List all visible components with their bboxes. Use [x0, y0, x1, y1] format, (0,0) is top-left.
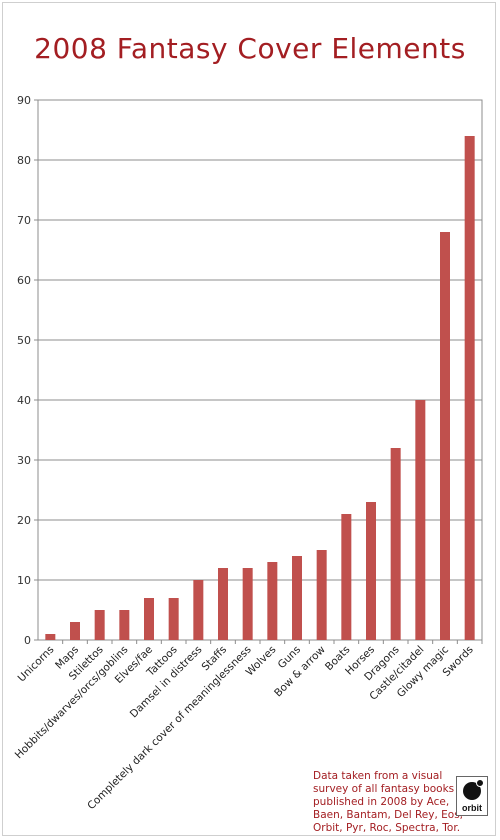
bar: [70, 622, 80, 640]
bar: [390, 448, 401, 640]
bar: [292, 556, 302, 640]
chart-title: 2008 Fantasy Cover Elements: [34, 32, 466, 65]
y-tick-label: 70: [17, 214, 31, 227]
bar: [316, 550, 327, 640]
y-tick-label: 20: [17, 514, 31, 527]
bar: [218, 568, 228, 640]
y-tick-label: 90: [17, 94, 31, 107]
y-tick-label: 30: [17, 454, 31, 467]
y-tick-label: 60: [17, 274, 31, 287]
bar: [415, 400, 426, 640]
orbit-logo-text: orbit: [462, 803, 482, 813]
orbit-logo: orbit: [456, 776, 488, 816]
orbit-logo-icon: [463, 779, 484, 800]
bar: [440, 232, 450, 640]
source-footnote: Data taken from a visual survey of all f…: [313, 770, 464, 834]
bar: [193, 580, 204, 640]
bar: [464, 136, 475, 640]
bar: [168, 598, 179, 640]
bar: [144, 598, 154, 640]
bar: [94, 610, 105, 640]
bar: [242, 568, 253, 640]
y-tick-label: 50: [17, 334, 31, 347]
bar: [366, 502, 376, 640]
y-tick-label: 10: [17, 574, 31, 587]
bar: [119, 610, 130, 640]
y-tick-label: 0: [24, 634, 31, 647]
bar: [341, 514, 352, 640]
y-tick-label: 80: [17, 154, 31, 167]
bar: [45, 634, 56, 640]
x-tick-label: Unicorns: [16, 644, 57, 685]
bar: [267, 562, 278, 640]
y-tick-label: 40: [17, 394, 31, 407]
